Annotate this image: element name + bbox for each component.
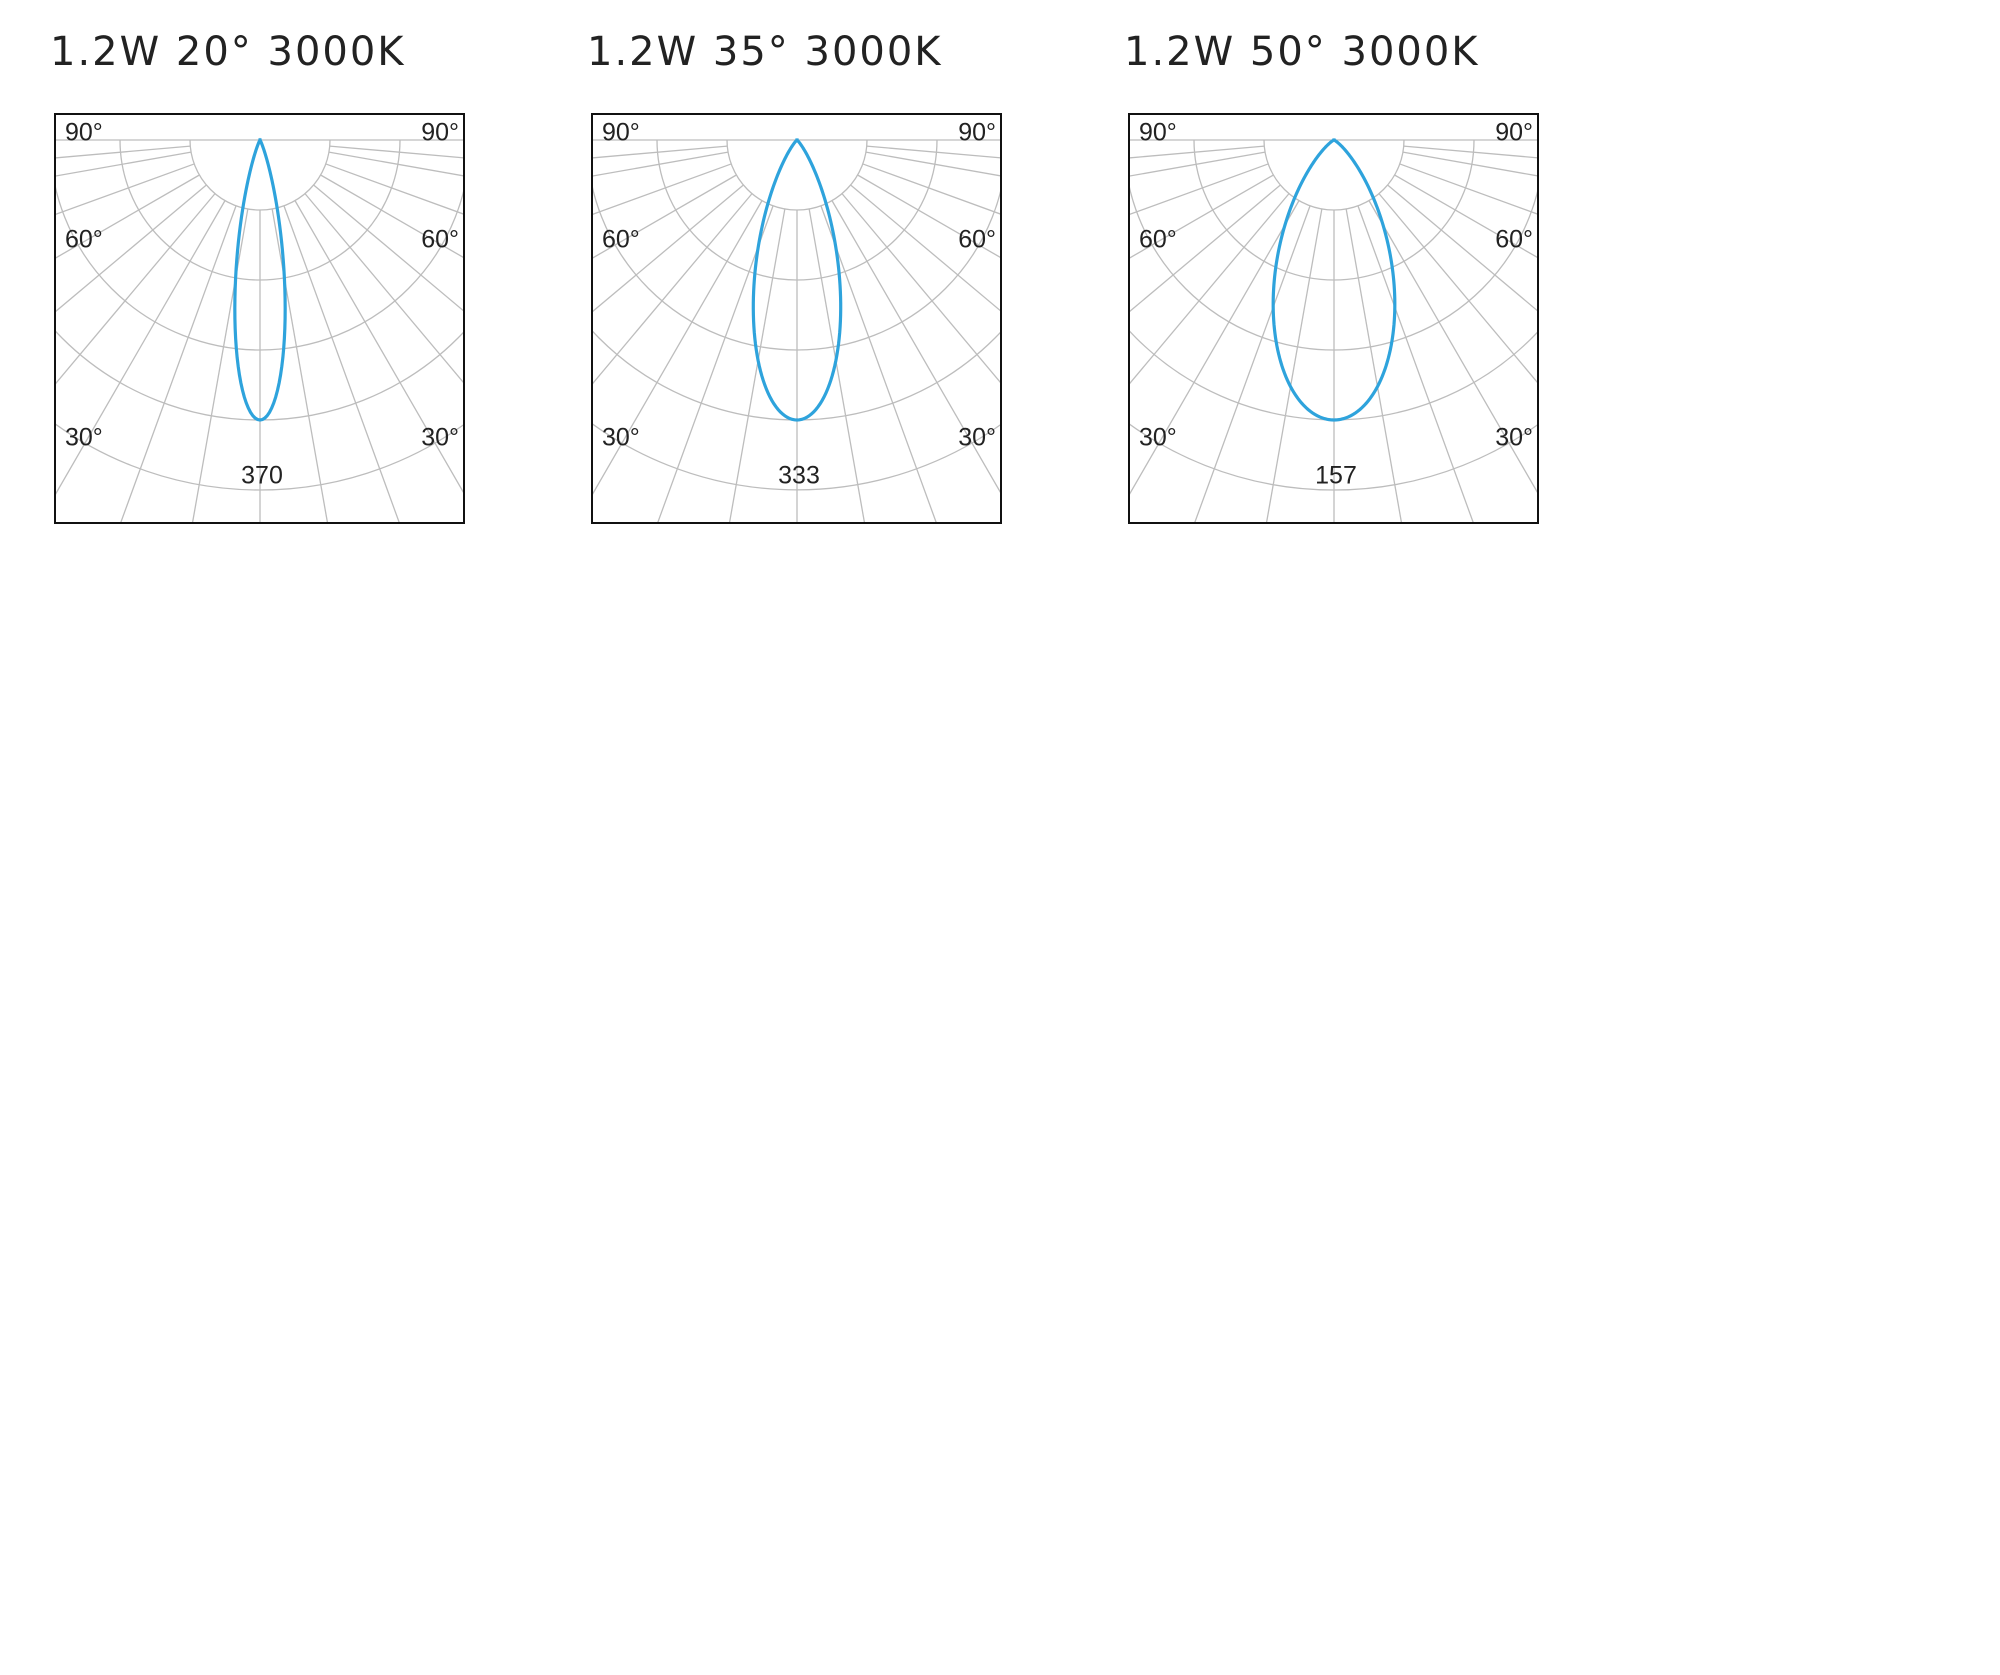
grid-line <box>1129 193 1290 386</box>
panel-frame <box>54 113 465 524</box>
polar-panel: 1.2W 50° 3000K 90° 90° 60° 60° 30° 30° 157 <box>1124 29 1539 524</box>
grid-line <box>1399 163 1538 215</box>
angle-label: 90° <box>1139 119 1177 147</box>
peak-intensity: 157 <box>1315 462 1357 490</box>
grid-line <box>592 174 737 260</box>
grid-line <box>656 205 774 523</box>
grid-line <box>841 193 1001 385</box>
grid-line <box>1193 205 1311 523</box>
grid-line <box>55 174 200 260</box>
grid-line <box>1368 200 1538 495</box>
grid-line <box>592 163 732 216</box>
grid-line <box>329 145 464 159</box>
grid-line <box>808 208 866 523</box>
grid-line <box>1403 145 1538 159</box>
angle-label: 60° <box>421 226 459 254</box>
grid-line <box>283 205 401 523</box>
grid-line <box>320 174 464 259</box>
grid-line <box>831 200 1001 495</box>
grid-line <box>592 193 753 386</box>
grid-line <box>592 184 744 313</box>
angle-label: 60° <box>65 226 103 254</box>
angle-label: 60° <box>958 226 996 254</box>
grid-line <box>1378 193 1538 385</box>
grid-line <box>1129 163 1269 216</box>
grid-line <box>592 151 729 177</box>
grid-line <box>55 193 216 386</box>
grid-line <box>850 184 1001 313</box>
angle-label: 60° <box>1495 226 1533 254</box>
grid-line <box>857 174 1001 259</box>
light-distribution-curve <box>751 138 843 422</box>
angle-label: 90° <box>602 119 640 147</box>
angle-label: 30° <box>421 424 459 452</box>
grid-line <box>1265 208 1323 523</box>
grid-line <box>1387 184 1538 313</box>
angle-label: 30° <box>1495 424 1533 452</box>
grid <box>592 139 1001 523</box>
grid-line <box>1345 208 1403 523</box>
angle-label: 90° <box>421 119 459 147</box>
angle-label: 30° <box>1139 424 1177 452</box>
angle-label: 60° <box>1139 226 1177 254</box>
grid <box>1129 139 1538 523</box>
panel-title: 1.2W 20° 3000K <box>50 29 406 75</box>
grid-line <box>1394 174 1538 259</box>
grid-line <box>55 184 207 313</box>
grid-line <box>191 208 249 523</box>
grid-line <box>271 208 329 523</box>
angle-label: 90° <box>65 119 103 147</box>
grid-line <box>55 145 191 159</box>
grid-line <box>592 145 728 159</box>
grid-line <box>1129 145 1265 159</box>
light-distribution-curve <box>1271 138 1397 422</box>
grid-line <box>119 205 237 523</box>
panel-frame <box>1128 113 1539 524</box>
grid-line <box>1129 174 1274 260</box>
grid-line <box>294 200 464 495</box>
grid-line <box>1129 184 1281 313</box>
grid-line <box>55 200 226 497</box>
peak-intensity: 370 <box>241 462 283 490</box>
grid-line <box>865 151 1001 177</box>
angle-label: 30° <box>65 424 103 452</box>
angle-label: 60° <box>602 226 640 254</box>
grid-line <box>820 205 938 523</box>
grid-line <box>1129 151 1266 177</box>
grid-ring <box>1263 139 1405 211</box>
panel-frame <box>591 113 1002 524</box>
polar-panel: 1.2W 20° 3000K 90° 90° 60° 60° 30° 30° 370 <box>50 29 465 524</box>
angle-label: 30° <box>602 424 640 452</box>
grid-line <box>325 163 464 215</box>
panel-title: 1.2W 50° 3000K <box>1124 29 1480 75</box>
grid-line <box>55 151 192 177</box>
grid-line <box>328 151 464 177</box>
peak-intensity: 333 <box>778 462 820 490</box>
grid-line <box>728 208 786 523</box>
grid-ring <box>726 139 868 211</box>
grid-line <box>592 200 763 497</box>
angle-label: 30° <box>958 424 996 452</box>
light-distribution-curve <box>233 137 287 422</box>
polar-panel: 1.2W 35° 3000K 90° 90° 60° 60° 30° 30° 333 <box>587 29 1002 524</box>
grid-line <box>862 163 1001 215</box>
grid-line <box>55 163 195 216</box>
angle-label: 90° <box>958 119 996 147</box>
grid-line <box>1129 200 1300 497</box>
grid-ring <box>189 139 331 211</box>
panel-title: 1.2W 35° 3000K <box>587 29 943 75</box>
grid-line <box>313 184 464 313</box>
grid-line <box>1402 151 1538 177</box>
angle-label: 90° <box>1495 119 1533 147</box>
grid-line <box>304 193 464 385</box>
grid-line <box>866 145 1001 159</box>
grid-line <box>1357 205 1475 523</box>
